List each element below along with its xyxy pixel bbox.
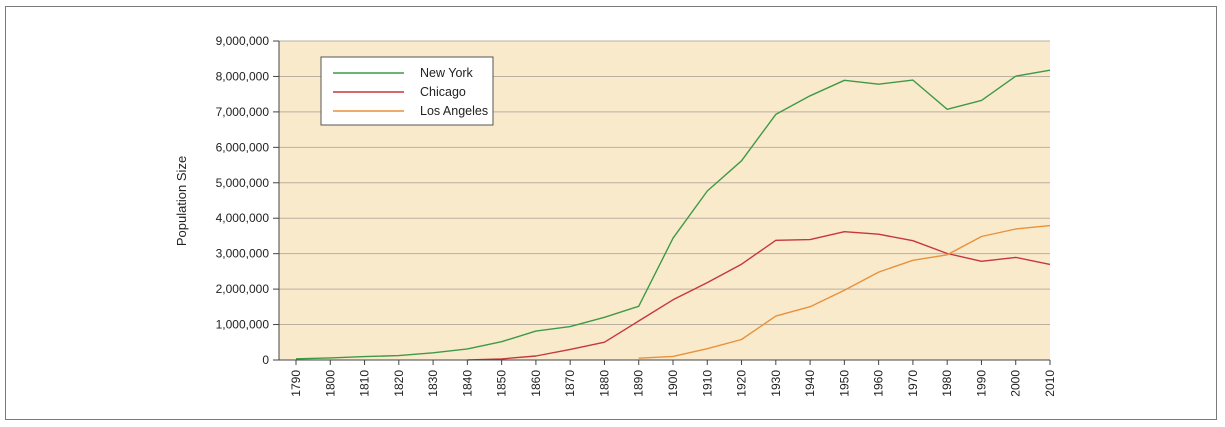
- series-line-los-angeles: [638, 224, 1051, 359]
- x-tick-label: 1890: [632, 370, 646, 397]
- x-tick-label: 1990: [974, 370, 988, 397]
- x-tick-label: 1970: [906, 370, 920, 397]
- legend-label: New York: [420, 66, 474, 80]
- series-lines: [295, 69, 1051, 361]
- x-tick-label: 2010: [1043, 370, 1057, 397]
- y-tick-label: 7,000,000: [216, 105, 270, 119]
- y-axis-ticks: 0 1,000,000 2,000,000 3,000,000 4,000,000 5,0…: [216, 34, 279, 367]
- series-line-chicago: [467, 231, 1051, 361]
- x-tick-label: 1860: [529, 370, 543, 397]
- y-tick-label: 4,000,000: [216, 211, 270, 225]
- y-tick-label: 5,000,000: [216, 176, 270, 190]
- y-tick-label: 8,000,000: [216, 69, 270, 83]
- x-tick-label: 1950: [837, 370, 851, 397]
- x-tick-label: 1850: [495, 370, 509, 397]
- x-tick-label: 1840: [460, 370, 474, 397]
- x-tick-label: 1980: [940, 370, 954, 397]
- x-tick-label: 1910: [700, 370, 714, 397]
- x-tick-label: 1800: [323, 370, 337, 397]
- x-tick-label: 2000: [1009, 370, 1023, 397]
- x-tick-label: 1920: [735, 370, 749, 397]
- x-tick-label: 1940: [803, 370, 817, 397]
- x-tick-label: 1900: [666, 370, 680, 397]
- y-tick-label: 3,000,000: [216, 247, 270, 261]
- x-tick-label: 1960: [872, 370, 886, 397]
- y-axis-title: Population Size: [174, 156, 189, 246]
- y-tick-label: 2,000,000: [216, 282, 270, 296]
- x-tick-label: 1830: [426, 370, 440, 397]
- x-tick-label: 1930: [769, 370, 783, 397]
- legend-label: Chicago: [420, 85, 466, 99]
- legend-box: [320, 56, 494, 126]
- series-line-new-york: [295, 69, 1051, 360]
- y-tick-label: 1,000,000: [216, 318, 270, 332]
- x-axis-ticks: 1790 1800 1810 1820 1830 1840 1850 1860 1870 1880…: [289, 360, 1057, 397]
- axes: [278, 41, 1050, 361]
- x-tick-label: 1880: [597, 370, 611, 397]
- x-tick-label: 1820: [392, 370, 406, 397]
- y-tick-label: 6,000,000: [216, 140, 270, 154]
- x-tick-label: 1790: [289, 370, 303, 397]
- legend-label: Los Angeles: [420, 104, 488, 118]
- x-tick-label: 1870: [563, 370, 577, 397]
- legend: New York Chicago Los Angeles: [320, 56, 494, 126]
- y-tick-label: 9,000,000: [216, 34, 270, 48]
- y-tick-label: 0: [262, 353, 269, 367]
- x-tick-label: 1810: [358, 370, 372, 397]
